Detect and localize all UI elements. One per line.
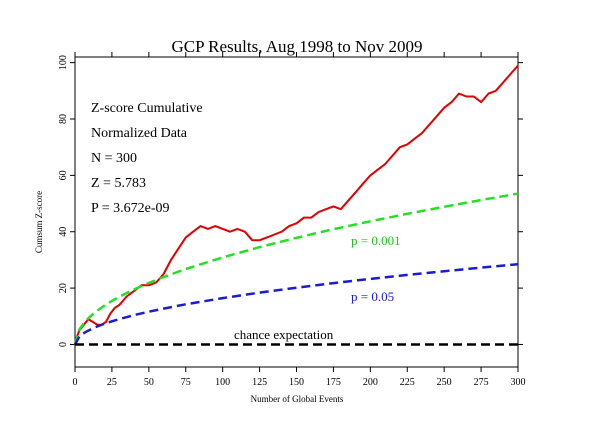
- stat-line-1: Z-score Cumulative: [91, 101, 203, 116]
- series-line-cumulative: [74, 64, 519, 342]
- y-tick-label: 100: [58, 55, 69, 70]
- x-tick-label: 0: [73, 377, 78, 388]
- x-axis-ticks: 0 25 50 75 100 125 150 175 200 225 250 275 300: [73, 52, 526, 388]
- series-layer: [73, 64, 519, 346]
- stat-p: P = 3.672e-09: [91, 201, 170, 216]
- p001-label: p = 0.001: [351, 233, 401, 248]
- stat-line-2: Normalized Data: [91, 126, 188, 141]
- series-line-p001: [73, 192, 519, 345]
- chance-label: chance expectation: [234, 327, 334, 342]
- x-tick-label: 75: [181, 377, 191, 388]
- chart-title: GCP Results, Aug 1998 to Nov 2009: [171, 37, 422, 56]
- y-axis-ticks: 0 20 40 60 80 100: [58, 55, 523, 347]
- x-tick-label: 225: [400, 377, 415, 388]
- x-tick-label: 100: [215, 377, 230, 388]
- stat-n: N = 300: [91, 151, 137, 166]
- x-tick-label: 300: [511, 377, 526, 388]
- y-tick-label: 20: [58, 283, 69, 293]
- x-tick-label: 125: [252, 377, 267, 388]
- x-tick-label: 275: [474, 377, 489, 388]
- series-line-p05: [73, 262, 519, 346]
- x-tick-label: 250: [437, 377, 452, 388]
- y-tick-label: 60: [58, 170, 69, 180]
- x-tick-label: 50: [144, 377, 154, 388]
- y-axis-label: Cumsum Z-score: [34, 191, 44, 253]
- x-tick-label: 150: [289, 377, 304, 388]
- x-tick-label: 200: [363, 377, 378, 388]
- x-tick-label: 25: [107, 377, 117, 388]
- y-tick-label: 0: [58, 342, 69, 347]
- y-tick-label: 80: [58, 114, 69, 124]
- y-tick-label: 40: [58, 227, 69, 237]
- x-axis-label: Number of Global Events: [251, 394, 344, 404]
- stat-z: Z = 5.783: [91, 176, 146, 191]
- p05-label: p = 0.05: [351, 289, 394, 304]
- x-tick-label: 175: [326, 377, 341, 388]
